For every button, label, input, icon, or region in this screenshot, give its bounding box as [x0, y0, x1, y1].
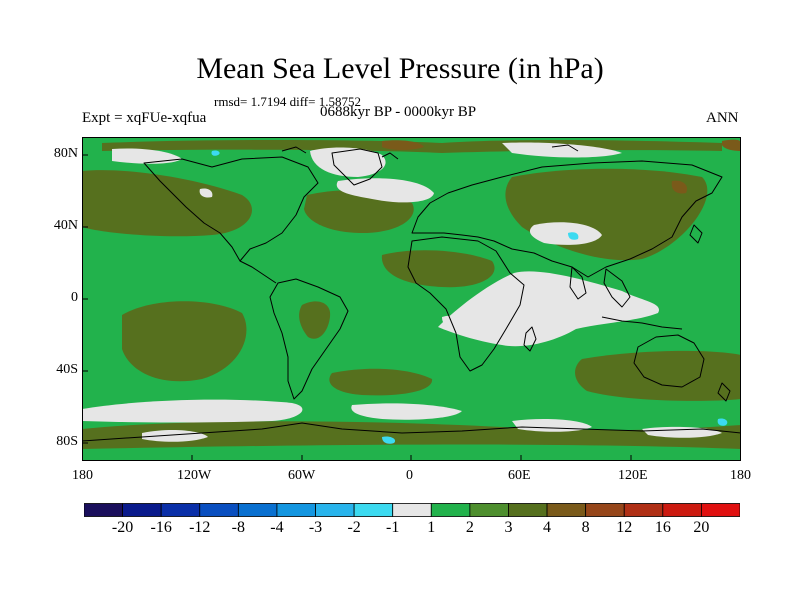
white-afr-spot — [442, 315, 463, 329]
colorbar-label: 1 — [427, 519, 436, 536]
plot-title: Mean Sea Level Pressure (in hPa) — [196, 52, 604, 85]
brown-arctic-1 — [382, 140, 424, 150]
cyan-spot-3 — [211, 150, 220, 156]
coast-africa — [407, 236, 525, 372]
white-arctic-ca — [112, 148, 182, 164]
colorbar-label: 4 — [543, 519, 552, 536]
experiment-label: Expt = xqFUe-xqfua — [82, 110, 207, 126]
coast-arctic-islands — [281, 144, 579, 160]
colorbar-label: -4 — [270, 519, 284, 536]
period-label: 0688kyr BP - 0000kyr BP — [320, 104, 477, 120]
brown-patches — [382, 139, 741, 194]
cyan-spot-4 — [717, 418, 728, 426]
colorbar-box — [469, 503, 509, 517]
colorbar-label: -16 — [150, 519, 172, 536]
coastlines — [82, 144, 741, 442]
lat-label-80s: 80S — [56, 434, 78, 449]
coast-greenland — [331, 148, 383, 186]
colorbar-label: 8 — [581, 519, 590, 536]
colorbar-label: -2 — [347, 519, 361, 536]
lat-label-80n: 80N — [53, 146, 78, 161]
cyan-spots — [211, 150, 728, 444]
coast-india — [569, 266, 587, 300]
lon-label-180w: 180 — [72, 468, 93, 483]
white-ant-1 — [142, 430, 208, 442]
coast-north-america — [143, 156, 319, 262]
colorbar-box — [199, 503, 239, 517]
coast-antarctica — [82, 422, 741, 442]
white-pacific-spot — [199, 188, 213, 198]
olive-nafrica — [381, 250, 495, 288]
olive-samerica — [299, 301, 331, 339]
lat-label-40s: 40S — [56, 362, 78, 377]
lat-label-0: 0 — [71, 290, 78, 305]
colorbar-box — [623, 503, 664, 517]
colorbar-box — [701, 503, 740, 517]
colorbar-label: 3 — [504, 519, 513, 536]
olive-spacific — [122, 301, 247, 382]
brown-asia — [671, 180, 688, 194]
colorbar-box — [353, 503, 394, 517]
colorbar-box — [585, 503, 625, 517]
colorbar-box — [237, 503, 278, 517]
white-southern — [82, 399, 303, 423]
colorbar-box — [430, 503, 471, 517]
pressure-map — [82, 137, 741, 461]
coast-south-america — [269, 278, 349, 400]
colorbar-box — [315, 503, 355, 517]
white-south-atl — [351, 403, 462, 420]
white-indian — [438, 271, 660, 347]
lon-label-60w: 60W — [288, 468, 316, 483]
lat-label-40n: 40N — [53, 218, 78, 233]
lon-label-0: 0 — [406, 468, 413, 483]
olive-soceanic — [575, 350, 741, 401]
colorbar-box — [160, 503, 201, 517]
colorbar-box — [508, 503, 548, 517]
colorbar-label: -1 — [386, 519, 400, 536]
colorbar-label: -20 — [111, 519, 134, 536]
coast-madagascar — [523, 326, 537, 352]
colorbar-label: -3 — [308, 519, 323, 536]
colorbar-box — [662, 503, 702, 517]
lon-label-60e: 60E — [508, 468, 531, 483]
coast-new-zealand — [717, 382, 731, 402]
axis-ticks — [82, 154, 741, 461]
colorbar-box — [276, 503, 316, 517]
white-ant-3 — [642, 426, 722, 438]
stats-text: rmsd= 1.7194 diff= 1.58752 — [214, 94, 361, 109]
olive-satlantic — [329, 368, 433, 396]
colorbar — [84, 503, 740, 517]
white-tibet — [529, 222, 602, 245]
coast-japan — [689, 224, 703, 244]
olive-regions — [82, 140, 741, 449]
coast-indonesia — [601, 316, 683, 330]
lon-label-120e: 120E — [618, 468, 648, 483]
white-arctic-eu — [502, 142, 622, 158]
colorbar-label: 2 — [465, 519, 474, 536]
colorbar-box — [122, 503, 162, 517]
coast-europe-asia — [411, 160, 723, 278]
brown-arctic-2 — [722, 139, 741, 151]
colorbar-label: 20 — [693, 519, 710, 536]
colorbar-label: -8 — [231, 519, 245, 536]
colorbar-label: -12 — [189, 519, 211, 536]
white-greenland — [310, 147, 386, 177]
white-regions — [82, 142, 722, 442]
white-sib — [336, 178, 434, 203]
cyan-spot-2 — [382, 436, 396, 444]
coast-se-asia — [603, 268, 631, 308]
lon-label-120w: 120W — [177, 468, 212, 483]
olive-antarctic — [82, 421, 741, 449]
season-label: ANN — [706, 110, 739, 126]
lon-label-180e: 180 — [730, 468, 751, 483]
coast-australia — [633, 334, 705, 388]
colorbar-label: 16 — [654, 519, 671, 536]
colorbar-box — [546, 503, 587, 517]
olive-npacific — [82, 170, 252, 237]
colorbar-label: 12 — [616, 519, 633, 536]
coast-central-america — [239, 260, 277, 284]
colorbar-box — [84, 503, 123, 517]
cyan-spot-1 — [568, 232, 579, 240]
colorbar-box — [392, 503, 432, 517]
